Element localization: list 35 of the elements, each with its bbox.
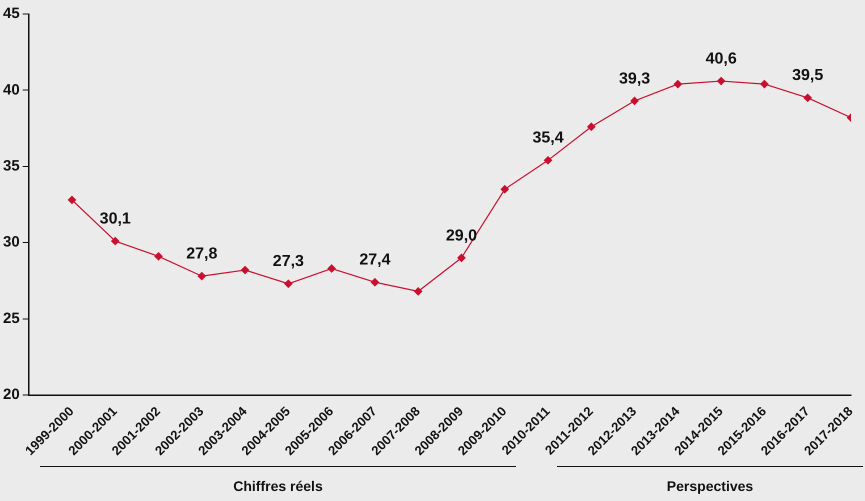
point: [68, 196, 76, 204]
data-label: 27,3: [272, 253, 304, 270]
point: [804, 94, 812, 102]
y-tick-label: 35: [2, 158, 20, 175]
point: [500, 185, 509, 194]
y-tick-label: 30: [2, 234, 20, 251]
point: [630, 96, 639, 105]
data-label: 39,3: [619, 70, 650, 88]
y-tick-label: 20: [2, 386, 20, 404]
point: [111, 236, 120, 246]
data-label: 35,4: [532, 130, 564, 147]
y-tick-label: 45: [2, 5, 20, 22]
point: [457, 254, 466, 262]
data-label: 40,6: [706, 50, 737, 68]
point: [544, 156, 552, 164]
point: [370, 278, 380, 286]
point: [154, 252, 163, 260]
text: Chiffres réels: [233, 478, 323, 494]
point: [240, 266, 250, 274]
data-label: 29,0: [446, 227, 478, 244]
point: [328, 264, 336, 273]
data-label: 27,4: [359, 252, 391, 269]
point: [674, 80, 682, 88]
point: [587, 122, 596, 131]
data-label: 30,1: [100, 210, 131, 228]
y-tick-label: 25: [2, 310, 20, 327]
point: [414, 287, 422, 296]
text: Perspectives: [666, 478, 754, 494]
point: [717, 76, 726, 86]
point: [284, 280, 292, 288]
data-label: 27,8: [186, 246, 218, 263]
data-label: 39,5: [792, 67, 824, 84]
y-tick-label: 40: [2, 81, 20, 98]
point: [198, 272, 206, 280]
point: [760, 80, 769, 88]
